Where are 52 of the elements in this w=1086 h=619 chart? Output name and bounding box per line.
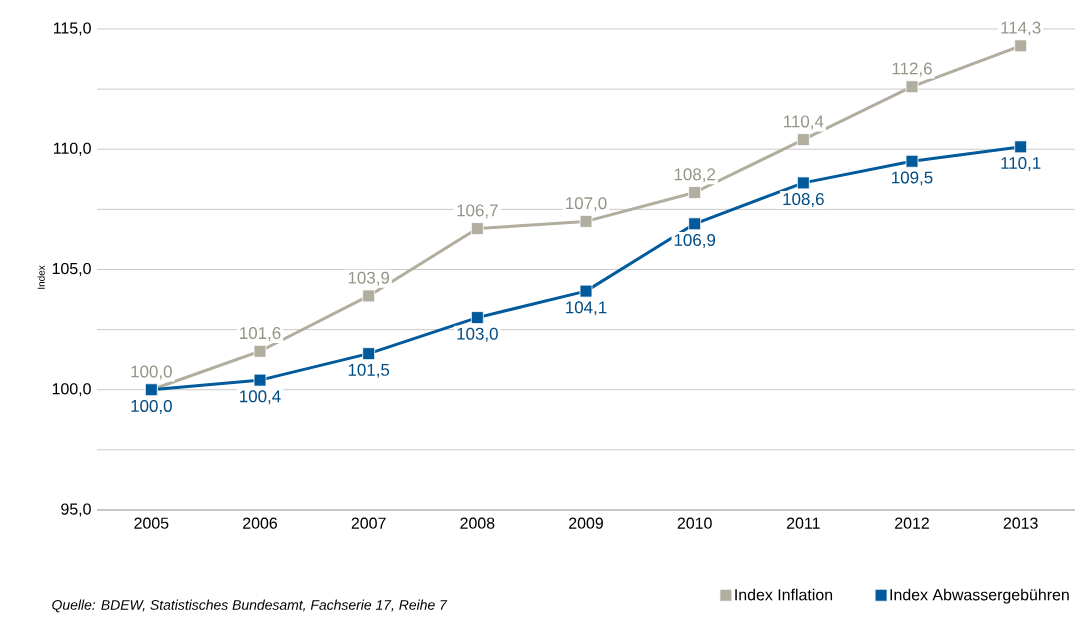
point: [470, 311, 484, 324]
data-label: 104,1: [566, 301, 607, 316]
point: [688, 217, 702, 231]
point: [253, 344, 267, 358]
y-axis-title: Index: [37, 265, 45, 289]
x-tick-label: 2008: [460, 517, 495, 529]
data-label: 101,5: [348, 363, 390, 378]
data-label: 107,0: [566, 197, 607, 212]
legend-label: Index Inflation: [735, 588, 833, 601]
y-tick-label: 115,0: [54, 22, 91, 36]
data-label: 108,6: [783, 193, 824, 208]
data-label: 100,0: [131, 399, 172, 414]
x-tick-label: 2012: [895, 517, 929, 529]
point: [362, 347, 376, 361]
point: [796, 133, 810, 146]
x-tick-label: 2013: [1003, 517, 1038, 529]
source-note: Quelle: BDEW, Statistisches Bundesamt, Fachserie 17, Reihe 7: [52, 599, 448, 613]
x-tick-label: 2009: [569, 517, 603, 529]
point: [579, 284, 593, 298]
data-label: 100,0: [131, 365, 172, 380]
data-label: 112,6: [892, 62, 932, 77]
point: [470, 222, 484, 235]
data-label: 101,6: [240, 327, 281, 342]
data-label: 109,5: [892, 171, 933, 186]
point: [688, 186, 702, 199]
point: [362, 289, 376, 303]
legend-label: Index Abwassergebühren: [890, 588, 1069, 604]
x-tick-label: 2005: [134, 517, 169, 529]
y-tick-label: 100,0: [52, 383, 91, 397]
data-label: 110,1: [1001, 157, 1041, 172]
x-tick-label: 2007: [351, 517, 386, 529]
data-label: 114,3: [1001, 21, 1041, 36]
point: [905, 154, 919, 168]
data-label: 106,9: [674, 233, 716, 248]
y-tick-label: 95,0: [61, 503, 91, 517]
x-tick-label: 2006: [243, 517, 278, 529]
x-tick-label: 2011: [786, 517, 820, 529]
point: [1014, 140, 1028, 154]
point: [1014, 39, 1028, 53]
data-label: 100,4: [240, 390, 281, 405]
data-label: 103,9: [348, 271, 390, 286]
data-label: 110,4: [784, 115, 824, 130]
point: [796, 176, 810, 190]
point: [253, 373, 267, 387]
y-tick-label: 110,0: [54, 142, 91, 156]
data-label: 103,0: [457, 327, 498, 342]
y-tick-label: 105,0: [52, 262, 91, 277]
x-tick-label: 2010: [677, 517, 712, 529]
point: [905, 80, 919, 94]
point: [579, 215, 593, 228]
data-label: 106,7: [457, 204, 498, 219]
data-label: 108,2: [674, 168, 715, 183]
